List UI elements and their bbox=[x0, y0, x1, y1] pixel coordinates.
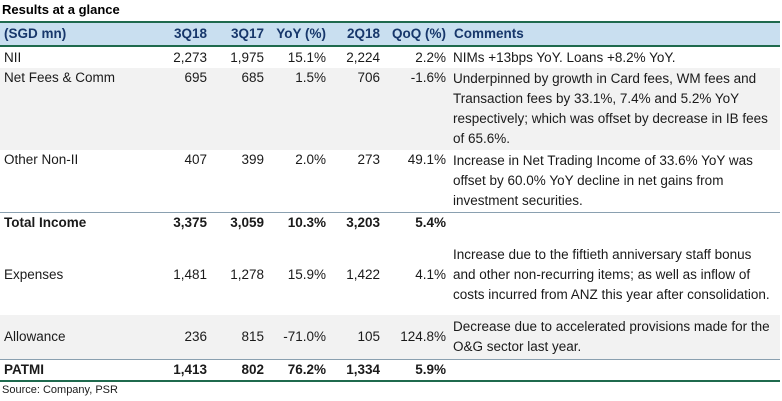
header-cell-yoy: YoY (%) bbox=[268, 23, 330, 47]
cell-3q18: 1,413 bbox=[154, 358, 211, 382]
cell-2q18: 2,224 bbox=[346, 49, 380, 65]
table-row: Other Non-II 407 399 2.0% 273 49.1% Incr… bbox=[0, 150, 780, 212]
cell-3q18: 407 bbox=[184, 152, 207, 167]
cell-comment: Increase in Net Trading Income of 33.6% … bbox=[453, 152, 753, 208]
header-cell-2q18: 2Q18 bbox=[330, 23, 384, 47]
cell-qoq: 49.1% bbox=[407, 152, 446, 167]
source-note: Source: Company, PSR bbox=[2, 384, 118, 396]
cell-2q18: 706 bbox=[330, 68, 384, 150]
cell-3q17: 1,975 bbox=[230, 49, 264, 65]
cell-qoq: 2.2% bbox=[415, 49, 446, 65]
header-cell-3q18: 3Q18 bbox=[154, 23, 211, 47]
cell-yoy: 2.0% bbox=[295, 152, 326, 167]
cell-yoy: 76.2% bbox=[268, 358, 330, 382]
cell-2q18: 1,334 bbox=[330, 358, 384, 382]
row-label: Net Fees & Comm bbox=[0, 68, 154, 150]
cell-3q18: 3,375 bbox=[154, 211, 211, 234]
header-cell-3q17: 3Q17 bbox=[211, 23, 268, 47]
cell-comment: Increase due to the fiftieth anniversary… bbox=[453, 246, 770, 302]
row-label: NII bbox=[4, 49, 22, 65]
cell-comment: NIMs +13bps YoY. Loans +8.2% YoY. bbox=[453, 49, 676, 65]
cell-3q18: 695 bbox=[154, 68, 211, 150]
row-label: PATMI bbox=[0, 358, 154, 382]
cell-3q17: 3,059 bbox=[211, 211, 268, 234]
table-row: PATMI 1,413 802 76.2% 1,334 5.9% bbox=[0, 358, 780, 382]
table-row: Total Income 3,375 3,059 10.3% 3,203 5.4… bbox=[0, 211, 780, 234]
cell-3q18: 2,273 bbox=[173, 49, 207, 65]
cell-3q18: 236 bbox=[154, 315, 211, 359]
table-row: NII 2,273 1,975 15.1% 2,224 2.2% NIMs +1… bbox=[0, 46, 780, 68]
header-cell-qoq: QoQ (%) bbox=[384, 23, 450, 47]
cell-qoq: -1.6% bbox=[384, 68, 450, 150]
cell-comment bbox=[450, 358, 780, 382]
cell-comment: Decrease due to accelerated provisions m… bbox=[450, 315, 780, 359]
cell-yoy: -71.0% bbox=[268, 315, 330, 359]
header-row: (SGD mn) 3Q18 3Q17 YoY (%) 2Q18 QoQ (%) … bbox=[0, 23, 780, 47]
table-row: Net Fees & Comm 695 685 1.5% 706 -1.6% U… bbox=[0, 68, 780, 150]
cell-3q17: 685 bbox=[211, 68, 268, 150]
cell-3q18: 1,481 bbox=[173, 266, 207, 282]
table-row: Allowance 236 815 -71.0% 105 124.8% Decr… bbox=[0, 315, 780, 359]
cell-yoy: 15.9% bbox=[287, 266, 326, 282]
cell-qoq: 124.8% bbox=[384, 315, 450, 359]
cell-2q18: 3,203 bbox=[330, 211, 384, 234]
cell-yoy: 10.3% bbox=[268, 211, 330, 234]
row-label: Expenses bbox=[4, 266, 64, 282]
cell-3q17: 1,278 bbox=[230, 266, 264, 282]
cell-3q17: 802 bbox=[211, 358, 268, 382]
cell-2q18: 105 bbox=[330, 315, 384, 359]
table-row: Expenses 1,481 1,278 15.9% 1,422 4.1% In… bbox=[0, 234, 780, 315]
cell-yoy: 1.5% bbox=[268, 68, 330, 150]
cell-qoq: 5.4% bbox=[384, 211, 450, 234]
row-label: Other Non-II bbox=[4, 152, 79, 167]
cell-3q17: 815 bbox=[211, 315, 268, 359]
cell-2q18: 273 bbox=[357, 152, 380, 167]
table-title: Results at a glance bbox=[2, 2, 120, 17]
cell-yoy: 15.1% bbox=[287, 49, 326, 65]
row-label: Allowance bbox=[0, 315, 154, 359]
cell-qoq: 5.9% bbox=[384, 358, 450, 382]
cell-comment: Underpinned by growth in Card fees, WM f… bbox=[450, 68, 780, 150]
header-cell-comments: Comments bbox=[450, 23, 780, 47]
cell-qoq: 4.1% bbox=[415, 266, 446, 282]
header-cell-unit: (SGD mn) bbox=[0, 23, 154, 47]
results-table: (SGD mn) 3Q18 3Q17 YoY (%) 2Q18 QoQ (%) … bbox=[0, 23, 780, 382]
cell-2q18: 1,422 bbox=[346, 266, 380, 282]
row-label: Total Income bbox=[0, 211, 154, 234]
title-rule bbox=[0, 21, 780, 23]
cell-3q17: 399 bbox=[241, 152, 264, 167]
cell-comment bbox=[450, 211, 780, 234]
